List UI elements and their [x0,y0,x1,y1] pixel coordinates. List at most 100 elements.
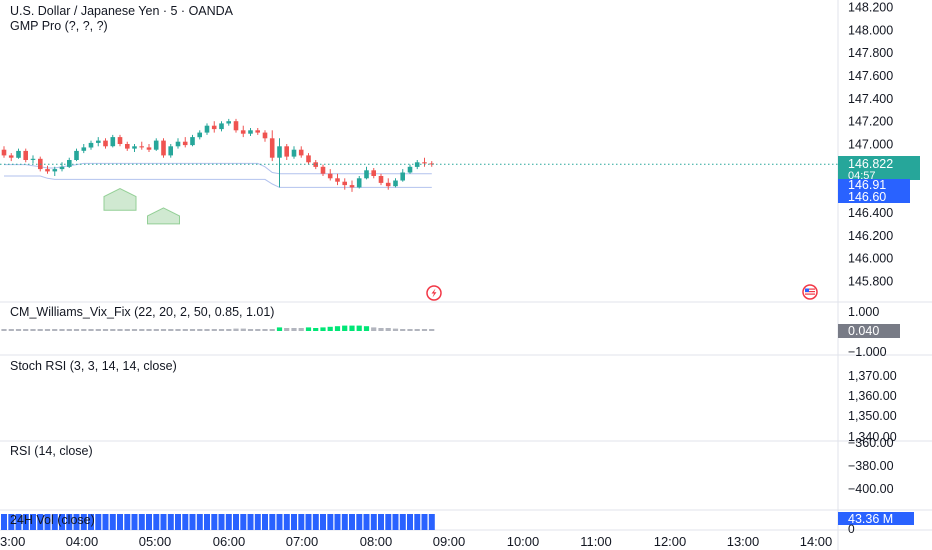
candle [327,169,333,181]
candle [422,157,427,167]
candle [59,162,65,172]
volume-bar [320,514,326,530]
volume-bar [211,514,218,530]
vix-fix-bar [385,328,391,331]
time-tick-label: 10:00 [507,534,540,549]
candle [45,165,50,174]
volume-bar [334,514,341,530]
volume-bar [175,514,181,530]
candle [400,169,405,182]
upper-band [4,162,432,175]
volume-bar [59,514,65,530]
vix-fix-bar [262,329,268,331]
vix-fix-bar [175,329,181,331]
candle [110,134,116,148]
stoch-rsi-title[interactable]: Stoch RSI (3, 3, 14, 14, close) [10,359,177,373]
volume-bar [312,514,319,530]
time-axis[interactable]: 3:00 04:00 05:00 06:00 07:00 08:00 09:00 10:00 1… [0,534,832,549]
price-tick-label: 148.000 [848,23,893,37]
volume-bar [51,514,58,530]
time-tick-label: 08:00 [360,534,393,549]
time-tick-label: 12:00 [654,534,687,549]
level-low-label-bg [838,191,910,203]
vix-fix-bar [189,329,196,331]
rsi-title[interactable]: RSI (14, close) [10,444,93,458]
volume-bar [160,514,167,530]
volume-bar [73,514,80,530]
lightning-icon[interactable] [426,285,442,301]
volume-bar [22,514,29,530]
volume-bar [218,514,225,530]
vix-fix-bar [117,329,123,331]
vix-fix-bar [37,329,43,331]
vix-fix-bar [182,329,188,331]
volume-title[interactable]: 24H Vol (close) [10,513,95,527]
vix-fix-bar [320,327,326,331]
volume-bar [102,514,109,530]
candle [255,128,260,135]
candle [269,130,275,162]
candle [117,134,123,147]
vix-fix-bar [23,329,29,331]
volume-bar [421,514,428,530]
candle-layer[interactable] [1,118,434,192]
candle [356,176,362,189]
volume-bar [247,514,254,530]
vix-value-label: 0.040 [848,324,879,338]
volume-bar [341,514,348,530]
vix-fix-bar [102,329,109,331]
vix-axis-tick-top: 1.000 [848,305,879,319]
vix-fix-bar [400,329,406,331]
indicator-gmp-title[interactable]: GMP Pro (?, ?, ?) [10,19,108,33]
vix-fix-bar [378,328,384,331]
us-flag-icon[interactable] [802,284,818,300]
symbol-title[interactable]: U.S. Dollar / Japanese Yen · 5 · OANDA [10,4,234,18]
time-tick-label: 3:00 [0,534,25,549]
candle [1,146,7,158]
candle [320,164,326,176]
volume-bar [269,514,276,530]
stoch-axis-tick-4: 1,340.00 [848,430,897,444]
price-axis[interactable]: 148.200 148.000 147.800 147.600 147.400 147.2… [848,1,893,289]
volume-bar [298,514,305,530]
level-high-label-bg [838,179,910,191]
vix-fix-bar [139,329,145,331]
level-high-label: 146.91 [848,178,886,192]
price-tick-label: 147.400 [848,92,893,106]
vix-fix-bar [168,329,174,331]
vix-fix-title[interactable]: CM_Williams_Vix_Fix (22, 20, 2, 50, 0.85… [10,305,274,319]
candle [262,130,268,142]
volume-bar [276,514,283,530]
candle [161,138,166,158]
price-tick-label: 147.000 [848,138,893,152]
volume-bar [167,514,174,530]
volume-bar [131,514,138,530]
price-tick-label: 146.000 [848,252,893,266]
vix-fix-bar [356,325,362,331]
vix-fix-bar [95,329,101,331]
candle [291,146,297,159]
candle [378,173,384,186]
volume-bar [233,514,239,530]
price-tick-label: 147.600 [848,69,893,83]
candle [240,125,246,138]
vix-fix-bar [298,328,304,331]
price-tick-label: 146.200 [848,229,893,243]
volume-bar [204,514,210,530]
time-tick-label: 04:00 [66,534,99,549]
volume-bar [66,514,73,530]
vix-fix-bar [160,329,167,331]
candle [226,118,231,126]
vix-fix-bar [218,329,225,331]
candle [197,130,202,140]
vix-fix-bar [269,329,275,331]
volume-bar [1,514,7,530]
candle [407,164,413,174]
volume-bar [240,514,247,530]
stoch-axis-tick-1: 1,370.00 [848,369,897,383]
candle [16,148,21,159]
vix-fix-bar [52,329,58,331]
vix-fix-bar [211,329,217,331]
marker-layer [103,187,180,225]
